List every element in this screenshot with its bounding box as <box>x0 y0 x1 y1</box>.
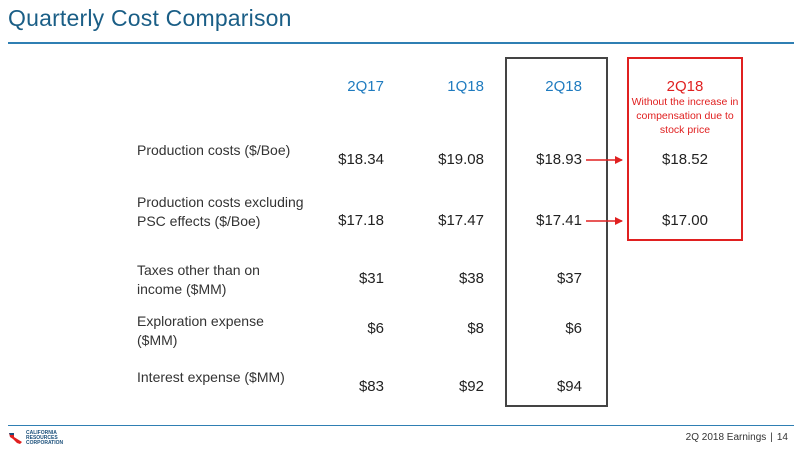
cell-taxes-2q17: $31 <box>358 270 384 287</box>
cell-production-costs-adjusted: $18.52 <box>662 151 708 168</box>
cell-exploration-expense-2q17: $6 <box>367 320 384 337</box>
cell-production-costs-excl-psc-2q17: $17.18 <box>338 212 384 229</box>
cell-production-costs-2q18: $18.93 <box>536 151 582 168</box>
cell-production-costs-2q17: $18.34 <box>338 151 384 168</box>
adjusted-column-note: Without the increase in compensation due… <box>631 96 739 136</box>
column-header-1q18: 1Q18 <box>447 78 484 95</box>
title-divider <box>8 42 794 44</box>
slide-title: Quarterly Cost Comparison <box>8 5 292 31</box>
cell-exploration-expense-2q18: $6 <box>565 320 582 337</box>
cell-production-costs-excl-psc-1q18: $17.47 <box>438 212 484 229</box>
cell-interest-expense-1q18: $92 <box>458 378 484 395</box>
footer-divider <box>8 425 794 426</box>
highlight-box-adjusted <box>627 57 743 241</box>
cell-interest-expense-2q18: $94 <box>556 378 582 395</box>
footer-separator: | <box>770 432 773 443</box>
row-label-exploration-expense: Exploration expense ($MM) <box>137 313 264 348</box>
column-header-2q17: 2Q17 <box>347 78 384 95</box>
row-label-production-costs: Production costs ($/Boe) <box>137 142 291 158</box>
page-number: 14 <box>776 432 788 443</box>
company-logo: CALIFORNIA RESOURCES CORPORATION <box>8 429 63 447</box>
row-label-interest-expense: Interest expense ($MM) <box>137 369 285 385</box>
row-label-taxes: Taxes other than on income ($MM) <box>137 262 260 297</box>
column-header-2q18: 2Q18 <box>545 78 582 95</box>
column-header-2q18-adjusted: 2Q18 <box>666 78 704 95</box>
cell-production-costs-excl-psc-2q18: $17.41 <box>536 212 582 229</box>
cell-interest-expense-2q17: $83 <box>358 378 384 395</box>
logo-line-3: CORPORATION <box>26 439 64 446</box>
cell-production-costs-excl-psc-adjusted: $17.00 <box>662 212 708 229</box>
highlight-box-2q18 <box>505 57 608 407</box>
cell-taxes-1q18: $38 <box>458 270 484 287</box>
logo-line-2: RESOURCES <box>26 434 58 441</box>
footer-label: 2Q 2018 Earnings <box>685 432 767 443</box>
california-map-icon <box>9 433 22 444</box>
cell-exploration-expense-1q18: $8 <box>467 320 484 337</box>
footer: 2Q 2018 Earnings | 14 <box>686 432 788 443</box>
row-label-production-costs-excl-psc: Production costs excluding PSC effects (… <box>137 194 304 229</box>
logo-line-1: CALIFORNIA <box>26 429 57 436</box>
cell-taxes-2q18: $37 <box>556 270 582 287</box>
cell-production-costs-1q18: $19.08 <box>438 151 484 168</box>
